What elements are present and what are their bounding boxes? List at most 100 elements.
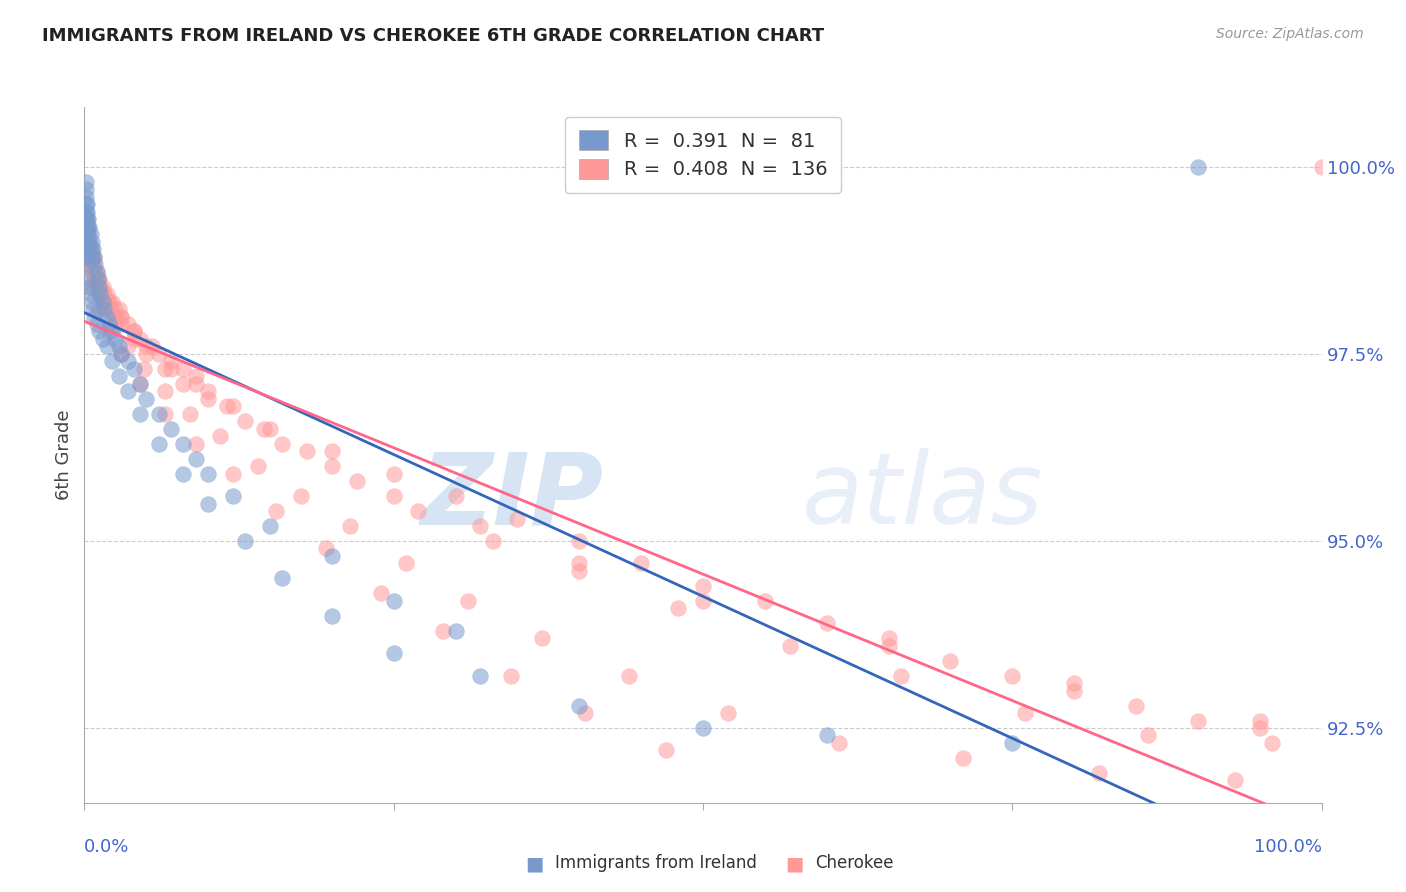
Point bbox=[75, 204, 97, 219]
Point bbox=[129, 376, 152, 391]
Point bbox=[75, 219, 97, 234]
Point bbox=[89, 279, 111, 293]
Point bbox=[184, 436, 207, 450]
Point bbox=[135, 347, 157, 361]
Point bbox=[246, 459, 269, 474]
Point bbox=[1063, 683, 1085, 698]
Point bbox=[89, 287, 111, 301]
Point bbox=[815, 729, 838, 743]
Point bbox=[1088, 765, 1111, 780]
Point bbox=[108, 369, 131, 384]
Point bbox=[382, 489, 405, 503]
Point bbox=[890, 668, 912, 682]
Point bbox=[531, 631, 554, 645]
Text: ■: ■ bbox=[785, 854, 804, 873]
Point bbox=[432, 624, 454, 638]
Point bbox=[153, 384, 176, 399]
Text: ZIP: ZIP bbox=[420, 448, 605, 545]
Y-axis label: 6th Grade: 6th Grade bbox=[55, 409, 73, 500]
Point bbox=[75, 190, 97, 204]
Point bbox=[96, 287, 118, 301]
Point bbox=[87, 272, 110, 286]
Point bbox=[129, 332, 152, 346]
Point bbox=[271, 571, 294, 585]
Point bbox=[86, 272, 108, 286]
Point bbox=[568, 557, 591, 571]
Point bbox=[346, 474, 368, 488]
Point bbox=[83, 310, 105, 324]
Point bbox=[135, 339, 157, 353]
Point bbox=[1310, 160, 1333, 174]
Point bbox=[83, 250, 105, 264]
Point bbox=[75, 219, 97, 234]
Point bbox=[108, 339, 131, 353]
Point bbox=[91, 294, 114, 309]
Point bbox=[692, 594, 714, 608]
Point bbox=[98, 294, 121, 309]
Point bbox=[1187, 160, 1209, 174]
Point bbox=[135, 392, 157, 406]
Point bbox=[79, 257, 101, 271]
Point bbox=[470, 519, 492, 533]
Point bbox=[77, 212, 100, 227]
Point bbox=[444, 489, 467, 503]
Point bbox=[160, 422, 183, 436]
Legend: R =  0.391  N =  81, R =  0.408  N =  136: R = 0.391 N = 81, R = 0.408 N = 136 bbox=[565, 117, 841, 193]
Point bbox=[89, 279, 111, 293]
Point bbox=[222, 467, 245, 481]
Point bbox=[77, 242, 100, 256]
Point bbox=[79, 257, 101, 271]
Point bbox=[630, 557, 652, 571]
Point bbox=[222, 489, 245, 503]
Point bbox=[80, 294, 103, 309]
Point bbox=[75, 250, 97, 264]
Point bbox=[457, 594, 479, 608]
Point bbox=[79, 235, 101, 249]
Point bbox=[80, 279, 103, 293]
Point bbox=[89, 287, 111, 301]
Point bbox=[98, 317, 121, 331]
Point bbox=[84, 265, 107, 279]
Point bbox=[717, 706, 740, 720]
Point bbox=[321, 549, 343, 563]
Point bbox=[79, 242, 101, 256]
Point bbox=[79, 287, 101, 301]
Point bbox=[1137, 729, 1160, 743]
Point bbox=[76, 257, 98, 271]
Point bbox=[321, 459, 343, 474]
Text: Source: ZipAtlas.com: Source: ZipAtlas.com bbox=[1216, 27, 1364, 41]
Point bbox=[153, 362, 176, 376]
Point bbox=[444, 624, 467, 638]
Point bbox=[75, 212, 97, 227]
Point bbox=[75, 182, 97, 196]
Point bbox=[568, 533, 591, 548]
Point bbox=[259, 422, 281, 436]
Point bbox=[172, 376, 194, 391]
Point bbox=[197, 384, 219, 399]
Point bbox=[86, 265, 108, 279]
Point bbox=[82, 242, 104, 256]
Point bbox=[75, 235, 97, 249]
Text: IMMIGRANTS FROM IRELAND VS CHEROKEE 6TH GRADE CORRELATION CHART: IMMIGRANTS FROM IRELAND VS CHEROKEE 6TH … bbox=[42, 27, 824, 45]
Point bbox=[172, 362, 194, 376]
Point bbox=[117, 384, 139, 399]
Point bbox=[568, 698, 591, 713]
Point bbox=[501, 668, 523, 682]
Point bbox=[148, 347, 170, 361]
Point bbox=[1001, 668, 1024, 682]
Point bbox=[290, 489, 312, 503]
Point bbox=[184, 376, 207, 391]
Point bbox=[779, 639, 801, 653]
Point bbox=[132, 362, 155, 376]
Point bbox=[100, 354, 122, 368]
Point bbox=[321, 444, 343, 458]
Text: 0.0%: 0.0% bbox=[84, 838, 129, 856]
Point bbox=[122, 332, 145, 346]
Point bbox=[877, 639, 900, 653]
Point bbox=[96, 301, 118, 316]
Point bbox=[382, 467, 405, 481]
Text: 100.0%: 100.0% bbox=[1254, 838, 1322, 856]
Point bbox=[172, 436, 194, 450]
Point bbox=[77, 250, 100, 264]
Point bbox=[122, 325, 145, 339]
